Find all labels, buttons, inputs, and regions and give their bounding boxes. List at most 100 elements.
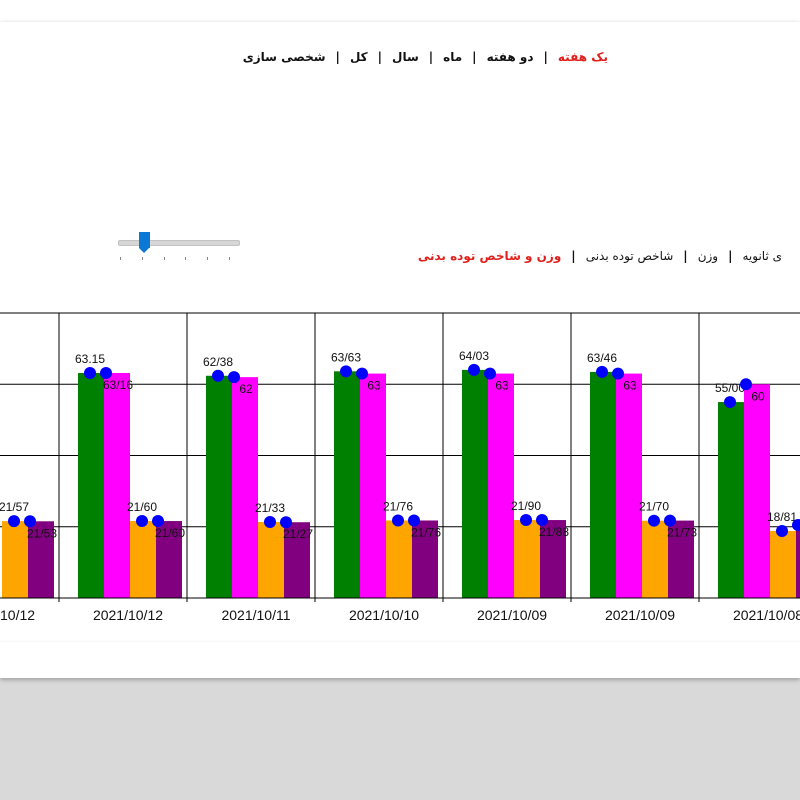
data-label: 55/00 (715, 381, 745, 395)
slider-tick (141, 257, 143, 260)
metric_menu-item[interactable]: ی ثانویه (742, 249, 782, 263)
period_menu-item[interactable]: شخصی سازی (242, 50, 326, 64)
bar (616, 373, 642, 598)
data-point-marker (8, 515, 20, 528)
bar (78, 373, 104, 598)
slider-thumb[interactable] (139, 232, 150, 253)
bar (744, 384, 770, 598)
bar (514, 519, 540, 598)
data-label: 21/33 (255, 501, 285, 515)
x-tick-label: 2021/10/09 (605, 607, 675, 623)
data-point-marker (740, 378, 752, 391)
period_menu-separator: | (543, 50, 548, 64)
x-tick-label: 2021/10/12 (0, 607, 35, 623)
data-label: 63 (495, 379, 509, 393)
data-label: 21/60 (127, 500, 157, 514)
x-tick-label: 2021/10/12 (93, 607, 163, 623)
data-label: 63.15 (75, 352, 105, 366)
bar (130, 521, 156, 598)
data-label: 62/38 (203, 355, 233, 369)
metric_menu-item[interactable]: شاخص توده بدنی (585, 249, 674, 263)
data-label: 63 (623, 379, 637, 393)
data-point-marker (356, 367, 368, 380)
period_menu-separator: | (472, 50, 477, 64)
data-point-marker (340, 365, 352, 378)
data-point-marker (228, 371, 240, 384)
data-point-marker (280, 516, 292, 529)
bar (360, 373, 386, 598)
data-point-marker (776, 524, 788, 537)
bar (796, 524, 800, 598)
bar (462, 369, 488, 598)
slider-track[interactable] (118, 240, 240, 246)
data-point-marker (664, 514, 676, 527)
data-point-marker (100, 366, 112, 379)
data-point-marker (648, 514, 660, 527)
bar (284, 522, 310, 598)
bar (540, 520, 566, 598)
period_menu-item[interactable]: یک هفته (557, 50, 608, 64)
data-point-marker (84, 367, 96, 380)
bar (2, 521, 28, 598)
metric_menu-separator: | (683, 249, 688, 263)
data-point-marker (408, 514, 420, 527)
data-point-marker (612, 367, 624, 380)
range-slider[interactable] (116, 232, 240, 262)
data-label: 63/16 (103, 378, 133, 392)
metric_menu-separator: | (728, 249, 733, 263)
data-label: 21/53 (27, 526, 57, 540)
data-label: 21/76 (383, 499, 413, 513)
metric-menu: ی ثانویه | وزن | شاخص توده بدنی | وزن و شاخص ت… (416, 249, 784, 263)
data-label: 21/90 (511, 499, 541, 513)
metric_menu-item[interactable]: وزن و شاخص توده بدنی (417, 249, 562, 263)
data-label: 62 (239, 382, 253, 396)
data-point-marker (152, 515, 164, 528)
x-tick-label: 2021/10/11 (221, 607, 290, 623)
window-bottom-strip (0, 642, 800, 678)
data-point-marker (392, 514, 404, 527)
data-point-marker (136, 515, 148, 528)
data-label: 21/73 (667, 526, 697, 540)
period_menu-separator: | (428, 50, 434, 64)
data-label: 21/76 (411, 525, 441, 539)
data-label: 60 (751, 389, 765, 403)
period_menu-item[interactable]: سال (392, 50, 419, 64)
bar (770, 530, 796, 598)
bar (412, 520, 438, 598)
slider-tick (229, 257, 231, 260)
slider-tick (120, 257, 121, 260)
slider-tick (207, 257, 209, 260)
bar (232, 377, 258, 598)
period_menu-item[interactable]: دو هفته (486, 50, 534, 64)
data-label: 63/63 (331, 350, 361, 364)
period_menu-separator: | (335, 50, 340, 64)
period_menu-item[interactable]: ماه (443, 50, 463, 64)
data-point-marker (468, 363, 480, 376)
data-point-marker (24, 515, 36, 528)
bar (488, 373, 514, 598)
bar (156, 521, 182, 598)
slider-tick (185, 257, 187, 260)
bar (258, 522, 284, 598)
data-point-marker (596, 365, 608, 378)
data-label: 64/03 (459, 349, 489, 363)
bar (642, 520, 668, 598)
bar (28, 521, 54, 598)
bar (104, 372, 130, 598)
x-tick-label: 2021/10/09 (477, 607, 547, 623)
data-point-marker (484, 367, 496, 380)
bar (386, 520, 412, 598)
bar (718, 402, 744, 598)
data-point-marker (536, 514, 548, 527)
data-label: 63 (367, 379, 381, 393)
bar (206, 375, 232, 598)
data-point-marker (264, 516, 276, 529)
data-point-marker (212, 369, 224, 382)
data-point-marker (792, 518, 800, 531)
x-tick-label: 2021/10/10 (349, 607, 419, 623)
metric_menu-item[interactable]: وزن (697, 249, 719, 263)
bar (668, 520, 694, 598)
period_menu-item[interactable]: کل (349, 50, 368, 64)
bar (590, 371, 616, 598)
